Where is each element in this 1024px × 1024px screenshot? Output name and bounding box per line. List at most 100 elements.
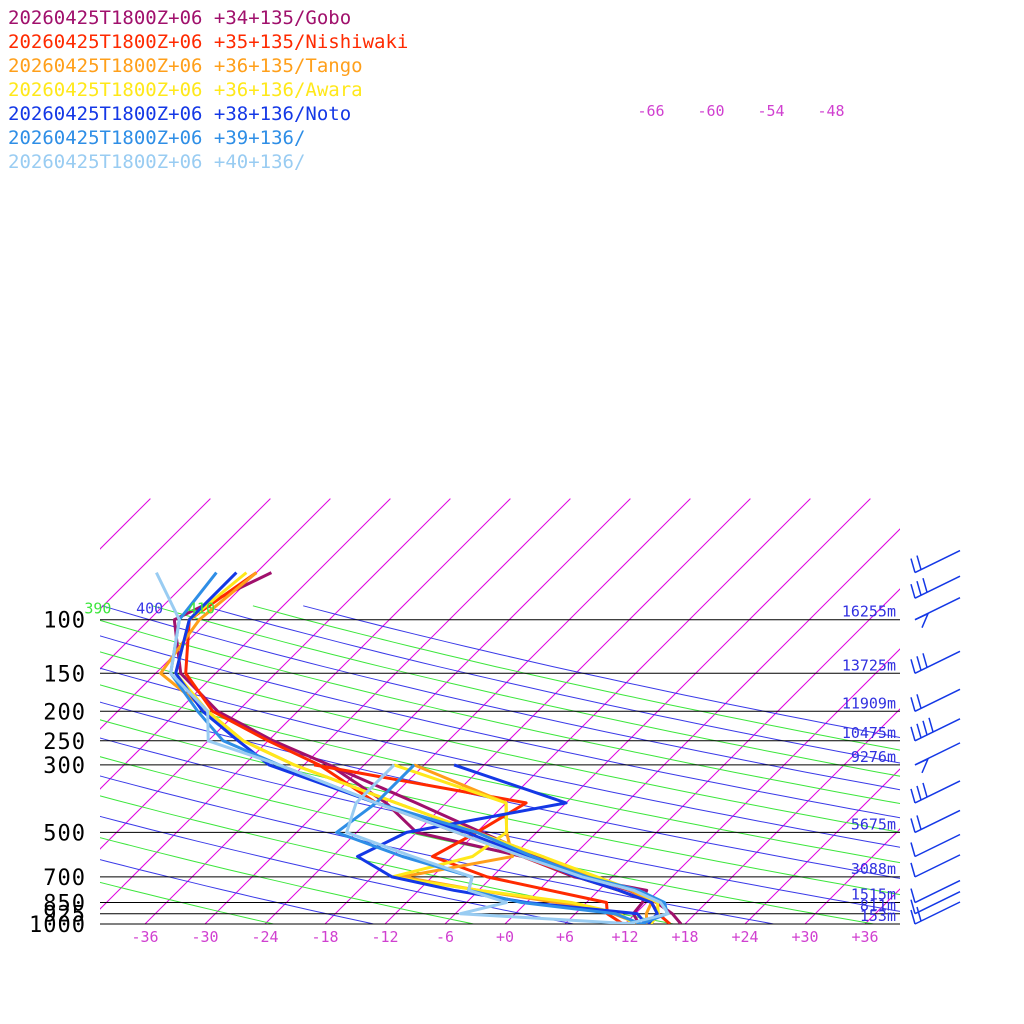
temp-tick-label: +30: [791, 928, 818, 946]
height-label: 16255m: [842, 603, 896, 621]
legend-entry: 20260425T1800Z+06 +35+135/Nishiwaki: [8, 31, 408, 53]
wind-barb-flag: [916, 581, 922, 596]
legend-entry: 20260425T1800Z+06 +38+136/Noto: [8, 103, 351, 125]
isotherm-line: [100, 498, 271, 670]
pressure-label: 850: [43, 892, 86, 917]
upper-temp-label: -48: [817, 102, 844, 120]
legend-entry: 20260425T1800Z+06 +34+135/Gobo: [8, 7, 351, 29]
dewpoint-line-6: [345, 763, 636, 924]
dry-adiabat-line: [100, 619, 900, 805]
wind-barb-flag: [922, 653, 928, 668]
wind-barbs: [910, 549, 961, 925]
dry-adiabat-line: [100, 775, 777, 924]
wind-barb: [910, 809, 961, 834]
pressure-label: 100: [43, 609, 86, 634]
pressure-label: 1000: [29, 913, 86, 938]
dry-adiabat-line: [303, 605, 900, 738]
wind-barb-flag: [910, 726, 916, 741]
height-label: 5675m: [851, 815, 896, 833]
wind-barb: [910, 575, 961, 599]
temp-tick-label: +12: [611, 928, 638, 946]
theta-label: 410: [188, 600, 215, 618]
dry-adiabat-line: [252, 605, 900, 751]
legend-entry: 20260425T1800Z+06 +40+136/: [8, 151, 305, 173]
legend-entry: 20260425T1800Z+06 +36+135/Tango: [8, 55, 363, 77]
dry-adiabat-line: [100, 701, 900, 879]
dry-adiabat-line: [100, 684, 900, 864]
dry-adiabat-line: [100, 651, 900, 833]
wind-barb-staff: [914, 891, 961, 915]
wind-barb: [910, 650, 961, 674]
temp-tick-label: +18: [671, 928, 698, 946]
height-label: 811m: [860, 897, 896, 915]
wind-barb-flag: [910, 899, 916, 914]
dry-adiabat-line: [100, 837, 477, 924]
wind-barb-staff: [914, 833, 961, 858]
dry-adiabat-line: [202, 605, 900, 764]
dry-adiabat-line: [100, 795, 677, 924]
pressure-label: 700: [43, 866, 86, 891]
wind-barb-staff: [914, 780, 961, 804]
isotherm-line: [100, 498, 211, 610]
wind-barb-flag: [916, 656, 922, 671]
wind-barb-staff: [914, 549, 961, 574]
temp-tick-label: -6: [436, 928, 454, 946]
wind-barb-flag: [910, 558, 916, 573]
wind-barb-flag: [910, 584, 916, 599]
temp-tick-label: -36: [131, 928, 158, 946]
wind-barb-flag: [922, 578, 928, 593]
dry-adiabat-line: [101, 605, 900, 791]
temp-tick-label: -12: [371, 928, 398, 946]
wind-barb-flag: [928, 717, 934, 732]
dry-adiabat-grid: [100, 605, 900, 924]
height-label: 1515m: [851, 886, 896, 904]
wind-barb-flag: [916, 723, 922, 738]
wind-barb-staff: [914, 718, 961, 742]
isotherm-line: [0, 499, 30, 924]
wind-barb-flag: [916, 555, 922, 570]
wind-barb: [910, 688, 961, 712]
wind-barb: [910, 854, 961, 878]
wind-barb-staff: [914, 650, 961, 674]
upper-temp-label: -54: [757, 102, 784, 120]
wind-barb-flag: [910, 842, 916, 857]
wind-barb-staff: [914, 901, 961, 925]
isotherm-line: [925, 499, 1024, 924]
legend-entry: 20260425T1800Z+06 +36+136/Awara: [8, 79, 363, 101]
wind-barb-flag: [910, 862, 916, 878]
wind-barb-flag: [922, 782, 928, 798]
isotherm-line: [804, 828, 900, 924]
wind-barb: [910, 879, 961, 904]
wind-barb-flag: [910, 697, 916, 712]
wind-barb-flag: [910, 659, 916, 674]
dry-adiabat-line: [100, 859, 376, 924]
wind-barb-staff: [914, 854, 961, 878]
wind-barb-staff: [914, 575, 961, 599]
wind-barb-staff: [914, 688, 961, 712]
dry-adiabat-line: [100, 635, 900, 819]
temperature-line-6: [155, 571, 670, 924]
pressure-label: 500: [43, 821, 86, 846]
temp-tick-label: +6: [556, 928, 574, 946]
isotherm-line: [744, 768, 900, 924]
wind-barb: [914, 742, 961, 774]
pressure-label: 250: [43, 730, 86, 755]
height-label: 153m: [860, 907, 896, 925]
height-label: 10475m: [842, 724, 896, 742]
upper-temp-label: -66: [637, 102, 664, 120]
wind-barb: [910, 901, 961, 925]
sounding-series: [155, 571, 683, 924]
wind-barb-flag: [916, 694, 922, 709]
temp-tick-label: -18: [311, 928, 338, 946]
theta-label: 390: [84, 600, 111, 618]
wind-barb-flag: [910, 788, 916, 804]
temp-tick-label: +36: [851, 928, 878, 946]
dry-adiabat-line: [100, 737, 900, 912]
legend-entry: 20260425T1800Z+06 +39+136/: [8, 127, 305, 149]
wind-barb-staff: [914, 879, 961, 904]
wind-barb-pennant: [914, 612, 930, 628]
wind-barb-flag: [916, 785, 922, 801]
wind-barb-flag: [922, 720, 928, 735]
